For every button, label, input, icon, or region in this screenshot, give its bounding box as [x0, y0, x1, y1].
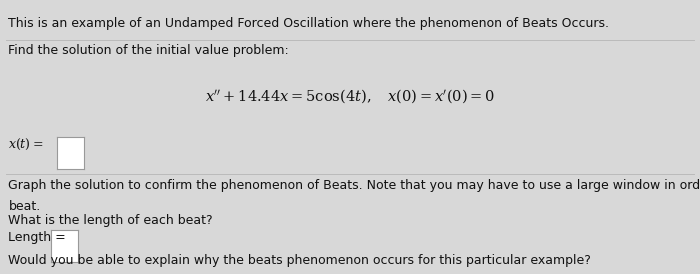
Text: What is the length of each beat?: What is the length of each beat? [8, 214, 213, 227]
Text: $x'' + 14.44x = 5\cos(4t), \quad x(0) = x'(0) = 0$: $x'' + 14.44x = 5\cos(4t), \quad x(0) = … [205, 88, 495, 105]
Text: $x(t) =$: $x(t) =$ [8, 137, 44, 152]
Text: This is an example of an Undamped Forced Oscillation where the phenomenon of Bea: This is an example of an Undamped Forced… [8, 17, 610, 30]
Text: Length =: Length = [8, 231, 66, 244]
Text: Graph the solution to confirm the phenomenon of Beats. Note that you may have to: Graph the solution to confirm the phenom… [8, 179, 700, 192]
Text: Find the solution of the initial value problem:: Find the solution of the initial value p… [8, 44, 289, 57]
Text: beat.: beat. [8, 200, 41, 213]
Text: Would you be able to explain why the beats phenomenon occurs for this particular: Would you be able to explain why the bea… [8, 254, 592, 267]
